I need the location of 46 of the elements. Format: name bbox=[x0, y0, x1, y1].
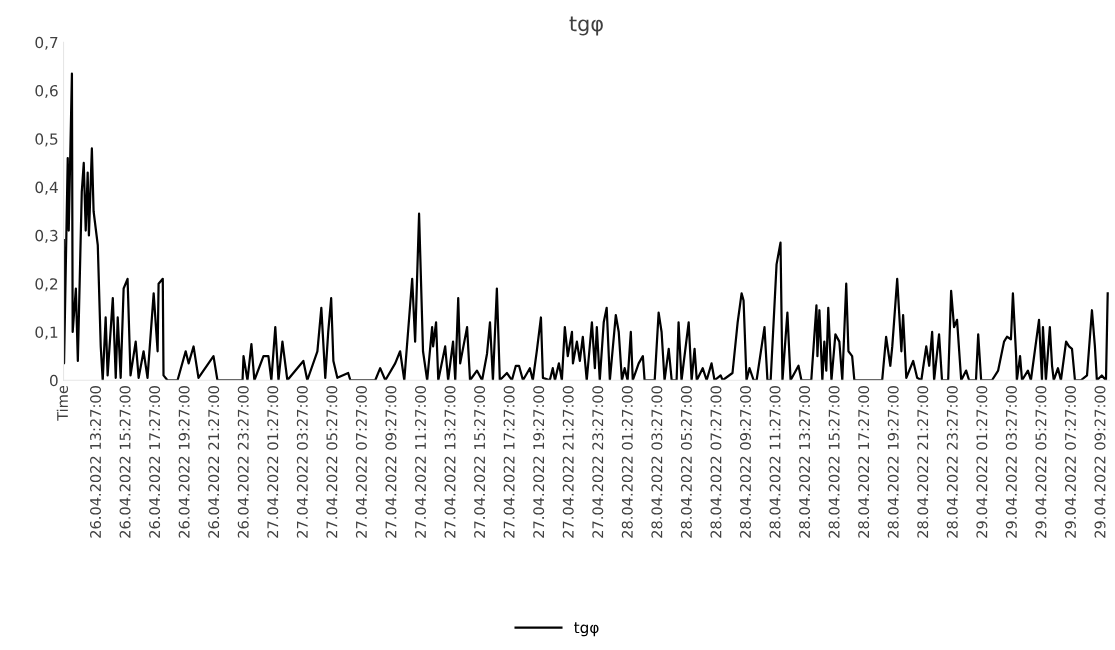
y-tick-label: 0,2 bbox=[35, 278, 58, 292]
y-tick-label: 0,3 bbox=[35, 229, 58, 243]
x-tick-label: 28.04.2022 01:27:00 bbox=[621, 386, 633, 538]
y-tick-label: 0,7 bbox=[35, 36, 58, 50]
x-tick-label: 27.04.2022 21:27:00 bbox=[562, 386, 574, 538]
x-tick-label: 27.04.2022 23:27:00 bbox=[592, 386, 604, 538]
y-tick-label: 0 bbox=[49, 374, 58, 387]
x-tick-label: Time bbox=[56, 385, 69, 421]
x-tick-label: 26.04.2022 21:27:00 bbox=[208, 386, 220, 538]
x-tick-label: 28.04.2022 11:27:00 bbox=[769, 386, 781, 538]
x-tick-label: 28.04.2022 07:27:00 bbox=[710, 386, 722, 538]
x-tick-label: 27.04.2022 07:27:00 bbox=[355, 386, 367, 538]
x-tick-label: 27.04.2022 11:27:00 bbox=[414, 386, 427, 538]
x-tick-label: 28.04.2022 03:27:00 bbox=[651, 386, 663, 538]
x-tick-label: 26.04.2022 15:27:00 bbox=[119, 386, 131, 538]
x-tick-label: 27.04.2022 05:27:00 bbox=[326, 386, 338, 538]
x-tick-label: 26.04.2022 23:27:00 bbox=[237, 386, 249, 538]
x-tick-label: 26.04.2022 17:27:00 bbox=[149, 386, 161, 538]
x-tick-label: 29.04.2022 03:27:00 bbox=[1005, 386, 1017, 538]
legend-label: tgφ bbox=[574, 622, 599, 637]
x-tick-label: 28.04.2022 19:27:00 bbox=[887, 386, 899, 538]
y-tick-label: 0,6 bbox=[35, 85, 58, 99]
x-tick-label: 27.04.2022 03:27:00 bbox=[296, 386, 308, 538]
x-tick-label: 29.04.2022 07:27:00 bbox=[1064, 386, 1076, 538]
x-tick-label: 26.04.2022 13:27:00 bbox=[89, 386, 102, 538]
y-tick-label: 0,4 bbox=[35, 181, 58, 195]
x-tick-label: 28.04.2022 15:27:00 bbox=[828, 386, 840, 538]
y-tick-label: 0,5 bbox=[35, 133, 58, 147]
x-tick-label: 27.04.2022 09:27:00 bbox=[385, 386, 397, 538]
x-tick-label: 27.04.2022 15:27:00 bbox=[474, 386, 486, 538]
x-tick-label: 29.04.2022 01:27:00 bbox=[976, 386, 988, 538]
x-tick-label: 27.04.2022 01:27:00 bbox=[267, 386, 279, 538]
x-tick-label: 27.04.2022 19:27:00 bbox=[533, 386, 545, 538]
x-tick-label: 29.04.2022 05:27:00 bbox=[1035, 386, 1047, 538]
x-tick-label: 29.04.2022 09:27:00 bbox=[1094, 386, 1106, 538]
x-tick-label: 27.04.2022 17:27:00 bbox=[503, 386, 515, 538]
x-tick-label: 28.04.2022 09:27:00 bbox=[739, 386, 751, 538]
x-tick-label: 26.04.2022 19:27:00 bbox=[178, 386, 190, 538]
x-tick-label: 27.04.2022 13:27:00 bbox=[444, 386, 456, 538]
x-tick-label: 28.04.2022 05:27:00 bbox=[680, 386, 692, 538]
x-tick-label: 28.04.2022 23:27:00 bbox=[946, 386, 958, 538]
chart-title: tgφ bbox=[569, 16, 603, 36]
y-tick-label: 0,1 bbox=[35, 326, 58, 340]
x-tick-label: 28.04.2022 17:27:00 bbox=[858, 386, 870, 538]
x-tick-label: 28.04.2022 13:27:00 bbox=[799, 386, 811, 538]
x-tick-label: 28.04.2022 21:27:00 bbox=[917, 386, 929, 538]
